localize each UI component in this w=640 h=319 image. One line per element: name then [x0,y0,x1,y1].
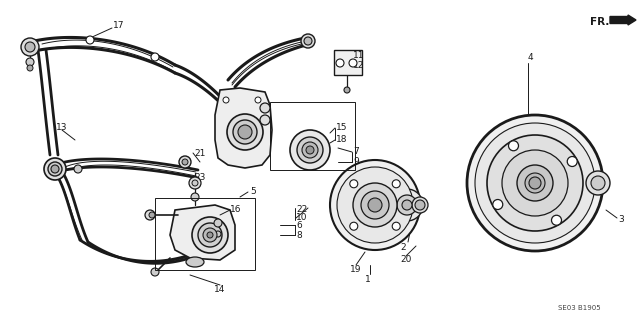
Text: 15: 15 [336,123,348,132]
Circle shape [223,97,229,103]
Circle shape [344,87,350,93]
Circle shape [203,228,217,242]
Text: 9: 9 [353,158,359,167]
Circle shape [21,38,39,56]
Circle shape [336,59,344,67]
Circle shape [192,180,198,186]
Text: 19: 19 [350,265,362,275]
Text: 2: 2 [400,243,406,253]
Circle shape [567,157,577,167]
Circle shape [415,200,425,210]
Circle shape [350,222,358,230]
Circle shape [586,171,610,195]
Circle shape [26,58,34,66]
Circle shape [493,199,503,210]
Circle shape [392,222,400,230]
Circle shape [304,37,312,45]
Circle shape [151,53,159,61]
Text: FR.: FR. [590,17,609,27]
Bar [155,198,255,270]
Text: SE03 B1905: SE03 B1905 [558,305,600,311]
Circle shape [337,167,413,243]
Text: 20: 20 [400,256,412,264]
Circle shape [391,189,423,221]
Circle shape [189,177,201,189]
Circle shape [306,146,314,154]
Text: 13: 13 [56,123,67,132]
Circle shape [192,217,228,253]
Polygon shape [170,205,235,260]
FancyArrow shape [610,15,636,25]
Circle shape [361,191,389,219]
Circle shape [412,197,428,213]
Circle shape [238,125,252,139]
Text: 1: 1 [365,276,371,285]
Polygon shape [215,88,272,168]
Circle shape [260,115,270,125]
Text: 6: 6 [296,220,301,229]
Bar [334,50,362,75]
Text: 11: 11 [353,50,365,60]
Circle shape [74,165,82,173]
Circle shape [301,34,315,48]
Circle shape [149,212,155,218]
Text: 10: 10 [296,213,307,222]
Text: 3: 3 [618,216,624,225]
Text: 4: 4 [528,54,534,63]
Text: 21: 21 [194,149,205,158]
Circle shape [517,165,553,201]
Circle shape [214,219,222,227]
Circle shape [487,135,583,231]
Circle shape [350,180,358,188]
Ellipse shape [186,257,204,267]
Circle shape [48,162,62,176]
Circle shape [27,65,33,71]
Text: 12: 12 [353,61,364,70]
Bar [270,102,355,170]
Text: 8: 8 [296,231,301,240]
Text: 16: 16 [230,205,241,214]
Circle shape [302,142,318,158]
Circle shape [402,200,412,210]
Circle shape [215,231,221,237]
Circle shape [397,195,417,215]
Text: 23: 23 [194,174,205,182]
Text: 18: 18 [336,136,348,145]
Circle shape [179,156,191,168]
Circle shape [349,59,357,67]
Circle shape [145,210,155,220]
Circle shape [51,165,59,173]
Circle shape [191,193,199,201]
Text: 5: 5 [250,188,256,197]
Circle shape [529,177,541,189]
Circle shape [227,114,263,150]
Circle shape [467,115,603,251]
Text: 14: 14 [214,286,225,294]
Circle shape [25,42,35,52]
Circle shape [233,120,257,144]
Circle shape [86,36,94,44]
Text: 17: 17 [113,20,125,29]
Circle shape [290,130,330,170]
Circle shape [509,141,518,151]
Circle shape [44,158,66,180]
Circle shape [552,215,561,225]
Circle shape [330,160,420,250]
Text: 7: 7 [353,147,359,157]
Circle shape [255,97,261,103]
Text: 22: 22 [296,205,307,214]
Circle shape [260,103,270,113]
Circle shape [368,198,382,212]
Circle shape [207,232,213,238]
Circle shape [525,173,545,193]
Circle shape [182,159,188,165]
Circle shape [475,123,595,243]
Circle shape [591,176,605,190]
Circle shape [392,180,400,188]
Circle shape [502,150,568,216]
Circle shape [297,137,323,163]
Circle shape [198,223,222,247]
Circle shape [353,183,397,227]
Circle shape [151,268,159,276]
